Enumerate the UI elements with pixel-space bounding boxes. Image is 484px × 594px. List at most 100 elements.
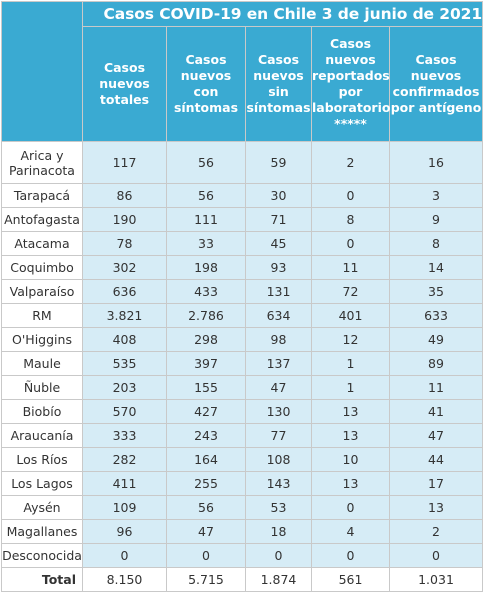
total-cell: 8.150 bbox=[82, 567, 167, 592]
table-row: Desconocida 0 0 0 0 0 bbox=[1, 543, 484, 568]
table-cell: 13 bbox=[311, 399, 390, 424]
table-row: Valparaíso 636 433 131 72 35 bbox=[1, 279, 484, 304]
table-row: Maule 535 397 137 1 89 bbox=[1, 351, 484, 376]
table-cell: 13 bbox=[311, 423, 390, 448]
table-row: Arica y Parinacota 117 56 59 2 16 bbox=[1, 141, 484, 184]
table-cell: 0 bbox=[311, 231, 390, 256]
table-row: RM 3.821 2.786 634 401 633 bbox=[1, 303, 484, 328]
region-name: RM bbox=[1, 303, 83, 328]
table-cell: 35 bbox=[388, 279, 484, 304]
region-name: Antofagasta bbox=[1, 207, 83, 232]
table-cell: 633 bbox=[388, 303, 484, 328]
table-cell: 1 bbox=[311, 351, 390, 376]
table-cell: 89 bbox=[388, 351, 484, 376]
table-cell: 72 bbox=[311, 279, 390, 304]
table-cell: 47 bbox=[245, 375, 312, 400]
table-row: Antofagasta 190 111 71 8 9 bbox=[1, 207, 484, 232]
table-row: Ñuble 203 155 47 1 11 bbox=[1, 375, 484, 400]
table-cell: 2.786 bbox=[166, 303, 246, 328]
table-cell: 255 bbox=[166, 471, 246, 496]
table-row: Coquimbo 302 198 93 11 14 bbox=[1, 255, 484, 280]
total-cell: 1.874 bbox=[245, 567, 312, 592]
table-row: Magallanes 96 47 18 4 2 bbox=[1, 519, 484, 544]
table-cell: 16 bbox=[388, 141, 484, 184]
column-header-row: Casos nuevos totales Casos nuevos con sí… bbox=[2, 26, 484, 142]
table-cell: 8 bbox=[311, 207, 390, 232]
table-cell: 13 bbox=[311, 471, 390, 496]
table-cell: 98 bbox=[245, 327, 312, 352]
table-cell: 2 bbox=[388, 519, 484, 544]
table-cell: 13 bbox=[388, 495, 484, 520]
total-cell: 561 bbox=[311, 567, 390, 592]
table-cell: 433 bbox=[166, 279, 246, 304]
table-cell: 1 bbox=[311, 375, 390, 400]
table-cell: 8 bbox=[388, 231, 484, 256]
table-cell: 47 bbox=[388, 423, 484, 448]
table-cell: 137 bbox=[245, 351, 312, 376]
table-cell: 282 bbox=[82, 447, 167, 472]
table-cell: 243 bbox=[166, 423, 246, 448]
table-cell: 30 bbox=[245, 183, 312, 208]
region-name: Los Ríos bbox=[1, 447, 83, 472]
table-cell: 298 bbox=[166, 327, 246, 352]
table-cell: 3.821 bbox=[82, 303, 167, 328]
region-name: Biobío bbox=[1, 399, 83, 424]
table-cell: 198 bbox=[166, 255, 246, 280]
table-cell: 53 bbox=[245, 495, 312, 520]
table-cell: 397 bbox=[166, 351, 246, 376]
table-cell: 0 bbox=[311, 183, 390, 208]
table-cell: 333 bbox=[82, 423, 167, 448]
table-cell: 143 bbox=[245, 471, 312, 496]
table-cell: 96 bbox=[82, 519, 167, 544]
table-cell: 56 bbox=[166, 495, 246, 520]
table-cell: 0 bbox=[245, 543, 312, 568]
table-row: Biobío 570 427 130 13 41 bbox=[1, 399, 484, 424]
table-cell: 0 bbox=[311, 495, 390, 520]
table-cell: 164 bbox=[166, 447, 246, 472]
table-cell: 0 bbox=[82, 543, 167, 568]
table-cell: 18 bbox=[245, 519, 312, 544]
table-row: Tarapacá 86 56 30 0 3 bbox=[1, 183, 484, 208]
table-cell: 93 bbox=[245, 255, 312, 280]
table-cell: 12 bbox=[311, 327, 390, 352]
table-cell: 203 bbox=[82, 375, 167, 400]
table-cell: 45 bbox=[245, 231, 312, 256]
region-name: O'Higgins bbox=[1, 327, 83, 352]
table-cell: 0 bbox=[166, 543, 246, 568]
total-label: Total bbox=[1, 567, 83, 592]
region-name: Arica y Parinacota bbox=[1, 141, 83, 184]
table-cell: 41 bbox=[388, 399, 484, 424]
table-cell: 71 bbox=[245, 207, 312, 232]
region-name: Araucanía bbox=[1, 423, 83, 448]
region-name: Magallanes bbox=[1, 519, 83, 544]
table-cell: 56 bbox=[166, 141, 246, 184]
table-cell: 4 bbox=[311, 519, 390, 544]
table-cell: 408 bbox=[82, 327, 167, 352]
table-cell: 634 bbox=[245, 303, 312, 328]
table-cell: 108 bbox=[245, 447, 312, 472]
table-cell: 302 bbox=[82, 255, 167, 280]
table-cell: 86 bbox=[82, 183, 167, 208]
total-row: Total 8.150 5.715 1.874 561 1.031 bbox=[1, 567, 484, 592]
column-header: Casos nuevos reportados por laboratorio … bbox=[311, 26, 390, 142]
table-cell: 117 bbox=[82, 141, 167, 184]
region-name: Valparaíso bbox=[1, 279, 83, 304]
table-cell: 109 bbox=[82, 495, 167, 520]
table-cell: 636 bbox=[82, 279, 167, 304]
table-cell: 155 bbox=[166, 375, 246, 400]
table-cell: 17 bbox=[388, 471, 484, 496]
region-name: Ñuble bbox=[1, 375, 83, 400]
table-cell: 33 bbox=[166, 231, 246, 256]
table-row: Los Ríos 282 164 108 10 44 bbox=[1, 447, 484, 472]
column-header: Casos nuevos totales bbox=[82, 26, 167, 142]
table-cell: 111 bbox=[166, 207, 246, 232]
table-row: Atacama 78 33 45 0 8 bbox=[1, 231, 484, 256]
table-cell: 0 bbox=[388, 543, 484, 568]
header-corner bbox=[1, 1, 83, 142]
table-cell: 130 bbox=[245, 399, 312, 424]
region-name: Desconocida bbox=[1, 543, 83, 568]
table-cell: 0 bbox=[311, 543, 390, 568]
column-header: Casos nuevos sin síntomas bbox=[245, 26, 312, 142]
table-cell: 10 bbox=[311, 447, 390, 472]
table-cell: 535 bbox=[82, 351, 167, 376]
